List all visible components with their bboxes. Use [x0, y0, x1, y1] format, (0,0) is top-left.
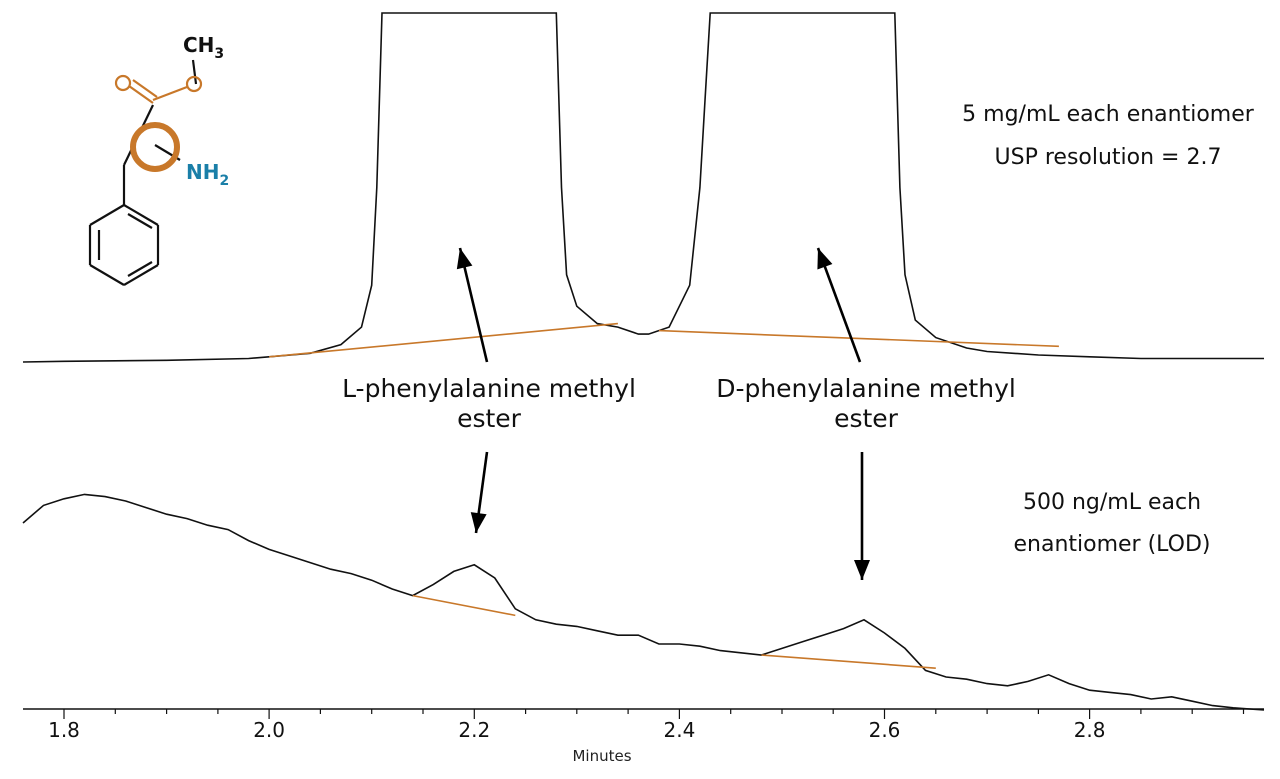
amine-label: NH2 — [186, 160, 229, 189]
arrow-up-head-1 — [456, 248, 473, 270]
arrow-down-head-1 — [470, 512, 487, 533]
integration-baseline-bottom-2 — [761, 654, 936, 669]
x-tick-label: 2.0 — [253, 718, 285, 742]
x-axis-title: Minutes — [572, 747, 631, 765]
methyl-label: CH3 — [183, 33, 224, 62]
integration-baseline-top-1 — [269, 322, 618, 358]
bottom-trace-condition-text: 500 ng/mL each enantiomer (LOD) — [1013, 490, 1210, 557]
peak-label-2: D-phenylalanine methyl ester — [716, 374, 1016, 433]
arrow-up-head-2 — [817, 248, 833, 270]
top-trace-condition-text: 5 mg/mL each enantiomer USP resolution = … — [962, 102, 1255, 170]
phenylalanine-methyl-ester-structure: CH3 NH2 — [88, 33, 229, 286]
x-tick-label: 2.2 — [458, 718, 490, 742]
x-tick-label: 2.4 — [663, 718, 695, 742]
integration-baseline-bottom-1 — [412, 594, 516, 617]
peak-label-1: L-phenylalanine methyl ester — [342, 374, 636, 433]
integration-baseline-top-2 — [658, 329, 1059, 348]
x-tick-label: 1.8 — [48, 718, 80, 742]
x-tick-label: 2.6 — [869, 718, 901, 742]
arrow-down-head-2 — [854, 560, 870, 580]
trace-bottom — [22, 493, 1265, 711]
arrow-up-2 — [816, 247, 862, 363]
trace-top — [22, 12, 1264, 363]
x-tick-label: 2.8 — [1074, 718, 1106, 742]
